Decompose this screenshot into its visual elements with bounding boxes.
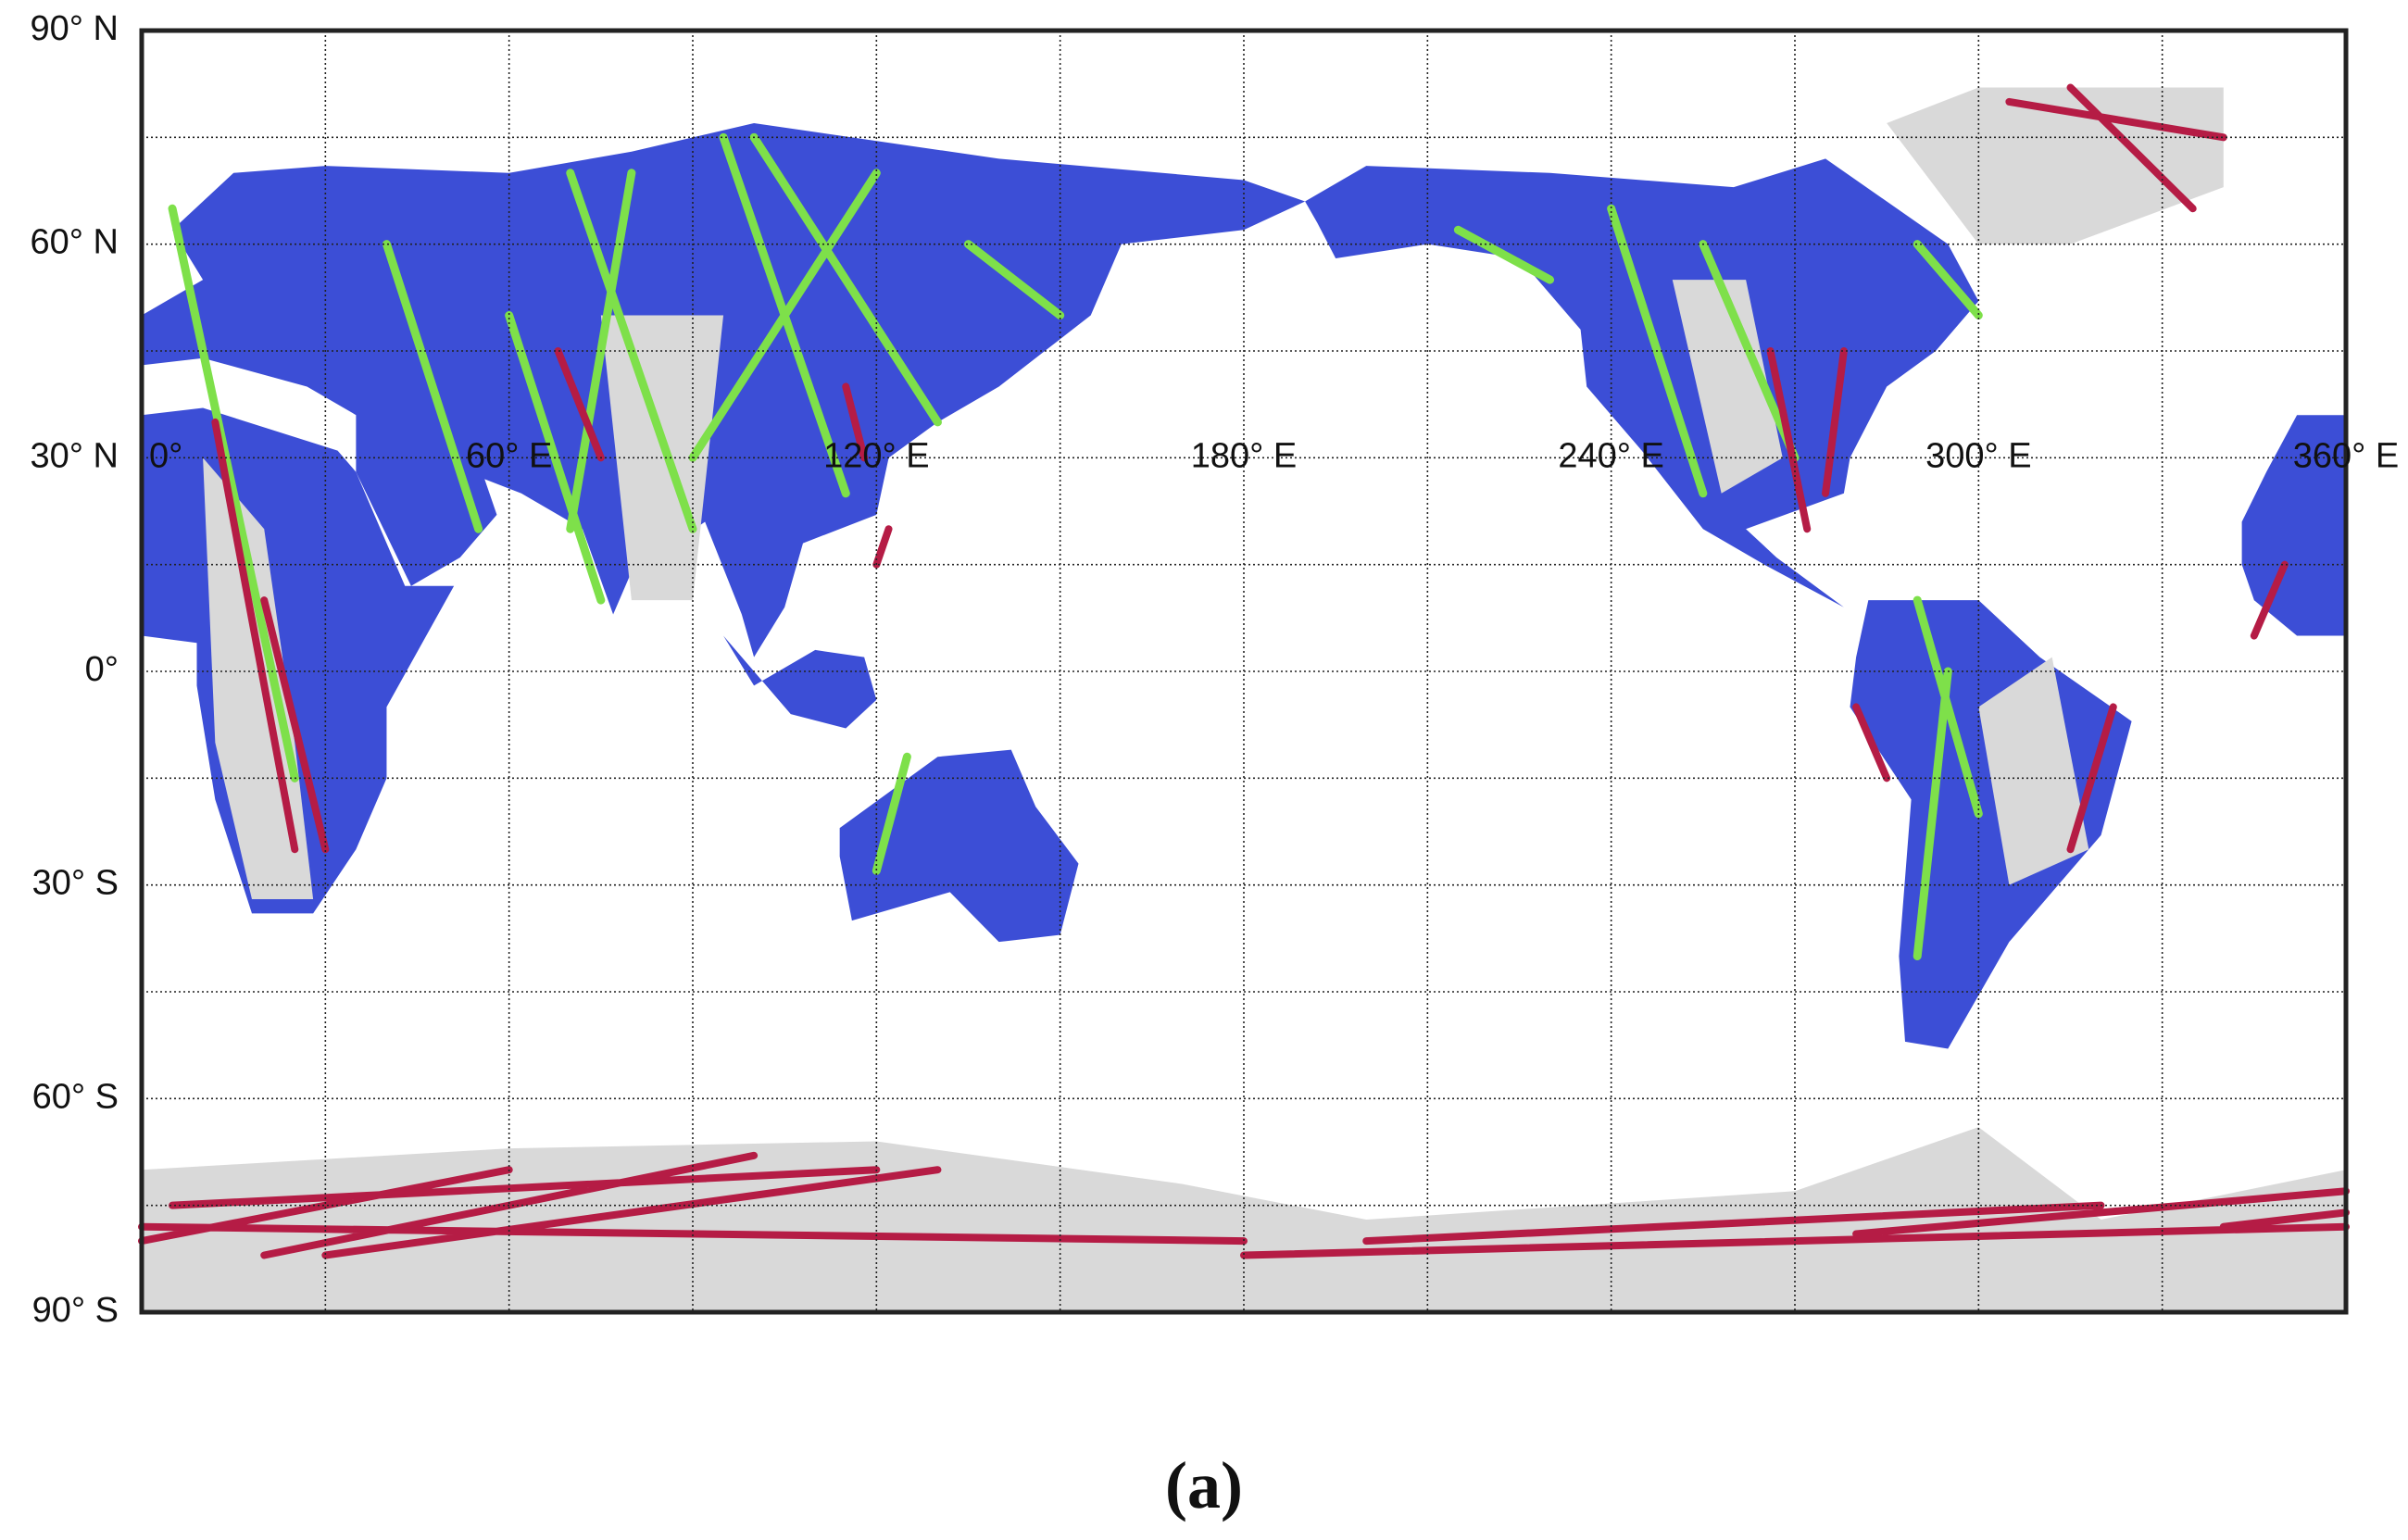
latitude-label: 90° S [32, 1291, 119, 1330]
latitude-label: 60° N [31, 223, 119, 262]
latitude-label: 60° S [32, 1077, 119, 1116]
eurasia [142, 122, 1306, 657]
longitude-label: 0° [149, 436, 182, 475]
antarctica [142, 1127, 2346, 1313]
longitude-label: 360° E [2293, 436, 2400, 475]
latitude-label: 90° N [31, 9, 119, 48]
gap-swath [1978, 657, 2089, 885]
south-america [1850, 600, 2132, 1049]
map-frame [139, 28, 2349, 1315]
longitude-label: 240° E [1558, 436, 1664, 475]
longitude-label: 300° E [1925, 436, 2032, 475]
latitude-label: 0° [85, 650, 119, 689]
graticule [142, 31, 2346, 1312]
latitude-label: 30° N [31, 436, 119, 475]
north-america [1305, 158, 1979, 607]
west-africa [2241, 415, 2346, 636]
caption: (a) [1165, 1448, 1243, 1522]
longitude-label: 60° E [466, 436, 552, 475]
longitude-label: 120° E [823, 436, 930, 475]
longitude-label: 180° E [1191, 436, 1298, 475]
indonesia [723, 635, 877, 729]
gap-swath [1672, 280, 1783, 494]
latitude-label: 30° S [32, 864, 119, 903]
australia [839, 749, 1079, 943]
